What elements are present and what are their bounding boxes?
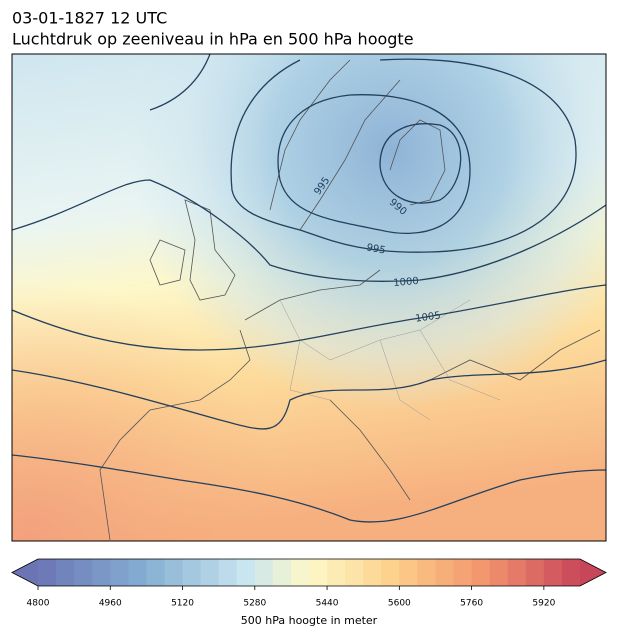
map-frame <box>11 53 607 542</box>
colorbar-label: 500 hPa hoogte in meter <box>241 614 378 627</box>
isobar-label: 1000 <box>393 276 419 289</box>
colorbar-segment <box>507 559 527 586</box>
colorbar-segment <box>272 559 292 586</box>
colorbar-segment <box>290 559 310 586</box>
colorbar-tick-label: 5760 <box>460 599 483 609</box>
colorbar-segment <box>471 559 491 586</box>
colorbar-segment <box>399 559 418 586</box>
colorbar-segment <box>128 559 147 586</box>
colorbar-segment <box>543 559 563 586</box>
colorbar-segment <box>254 559 274 586</box>
isobars <box>12 54 606 523</box>
colorbar-segment <box>327 559 346 586</box>
subtitle: Luchtdruk op zeeniveau in hPa en 500 hPa… <box>12 30 414 49</box>
colorbar-segment <box>363 559 382 586</box>
colorbar: 4800 4960 5120 5280 5440 5600 5760 5920 <box>11 558 607 609</box>
colorbar-segment <box>525 559 545 586</box>
coastlines <box>99 59 601 541</box>
colorbar-segment <box>164 559 184 586</box>
colorbar-extend-high <box>580 559 606 586</box>
colorbar-segment <box>561 559 581 586</box>
colorbar-segment <box>38 559 57 586</box>
colorbar-segment <box>435 559 455 586</box>
colorbar-segment <box>182 559 202 586</box>
colorbar-segment <box>200 559 220 586</box>
colorbar-tick-label: 5280 <box>243 599 266 609</box>
colorbar-tick-label: 5920 <box>532 599 555 609</box>
colorbar-tick-label: 4800 <box>27 599 50 609</box>
colorbar-segment <box>74 559 93 586</box>
colorbar-segment <box>453 559 473 586</box>
borders <box>279 299 501 421</box>
colorbar-segment <box>489 559 509 586</box>
colorbar-segment <box>381 559 400 586</box>
colorbar-segment <box>218 559 238 586</box>
isobar-label: 995 <box>366 242 387 256</box>
colorbar-tick-label: 5440 <box>316 599 339 609</box>
colorbar-segment <box>236 559 256 586</box>
colorbar-segment <box>345 559 364 586</box>
colorbar-segment <box>92 559 111 586</box>
colorbar-segment <box>417 559 436 586</box>
colorbar-tick-label: 5120 <box>171 599 194 609</box>
colorbar-segment <box>146 559 165 586</box>
title: 03-01-1827 12 UTC <box>12 9 167 28</box>
colorbar-extend-low <box>12 559 38 586</box>
colorbar-tick-label: 4960 <box>99 599 122 609</box>
colorbar-tick-label: 5600 <box>388 599 411 609</box>
colorbar-segment <box>56 559 75 586</box>
colorbar-segment <box>110 559 129 586</box>
colorbar-segment <box>309 559 328 586</box>
warm-field <box>12 54 606 541</box>
isobar-label: 1005 <box>415 310 442 324</box>
